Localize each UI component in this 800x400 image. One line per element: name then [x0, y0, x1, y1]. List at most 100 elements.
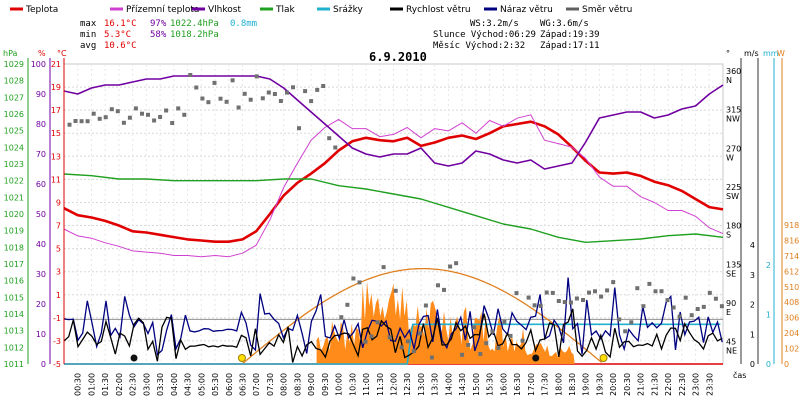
tick-label: SW: [726, 192, 739, 201]
wind-direction-point: [689, 313, 694, 318]
wind-direction-point: [224, 99, 229, 104]
wind-direction-point: [581, 298, 585, 302]
wind-direction-point: [478, 352, 483, 356]
wind-direction-point: [375, 320, 380, 325]
time-tick-label: 14:00: [444, 373, 453, 396]
tick-label: 360: [726, 67, 741, 76]
time-tick-label: 23:00: [692, 373, 701, 396]
axis-unit: °C: [57, 49, 67, 58]
wind-direction-point: [599, 294, 604, 299]
tick-label: SE: [726, 269, 736, 278]
wind-direction-point: [285, 90, 289, 95]
tick-label: 90: [36, 90, 46, 99]
axis-unit: W: [777, 49, 785, 58]
time-tick-label: 18:00: [554, 373, 563, 396]
time-tick-label: 02:30: [129, 373, 138, 396]
stat-value: WS:3.2m/s: [470, 19, 519, 29]
wind-direction-point: [442, 287, 446, 292]
wind-direction-point: [454, 261, 459, 266]
tick-label: 21: [51, 60, 61, 69]
wind-direction-point: [146, 112, 150, 117]
wind-direction-point: [484, 341, 489, 346]
wind-direction-point: [587, 290, 591, 295]
wind-direction-point: [405, 339, 410, 344]
tick-label: 1017: [4, 260, 24, 269]
tick-label: 30: [36, 270, 46, 279]
time-tick-label: 19:00: [582, 373, 591, 396]
time-tick-label: 13:30: [431, 373, 440, 396]
wind-direction-point: [73, 119, 78, 123]
tick-label: 1016: [4, 277, 24, 286]
tick-label: 1028: [4, 77, 24, 86]
time-tick-label: 11:00: [362, 373, 371, 396]
wind-direction-point: [399, 345, 404, 350]
tick-label: 10: [36, 330, 46, 339]
legend-label: Přízemní teplota: [126, 5, 199, 15]
wind-direction-point: [460, 352, 465, 357]
legend: Teplota Přízemní teplota Vlhkost Tlak Srážky…: [10, 5, 632, 15]
wind-direction-point: [85, 119, 90, 124]
wind-direction-point: [466, 342, 471, 347]
tick-label: N: [726, 76, 732, 85]
tick-label: 1025: [4, 127, 24, 136]
tick-label: 1020: [4, 210, 24, 219]
wind-direction-point: [97, 116, 102, 121]
tick-label: 816: [784, 236, 799, 245]
stat-value: 16.1°C: [104, 19, 137, 29]
tick-label: 100: [31, 60, 46, 69]
time-tick-label: 19:30: [595, 373, 604, 396]
series-line: [63, 75, 724, 170]
tick-label: 1: [56, 291, 61, 300]
wind-direction-point: [713, 296, 718, 301]
time-tick-label: 06:00: [225, 373, 234, 396]
legend-label: Směr větru: [582, 5, 632, 15]
wind-direction-point: [556, 299, 561, 303]
time-tick-label: 14:30: [458, 373, 467, 396]
tick-label: W: [726, 153, 734, 162]
wind-direction-point: [158, 115, 163, 119]
tick-label: 7: [56, 222, 61, 231]
wind-direction-point: [115, 109, 120, 114]
wind-direction-point: [278, 99, 283, 103]
time-tick-label: 15:00: [472, 373, 481, 396]
tick-label: 40: [36, 240, 46, 249]
wind-direction-point: [544, 290, 549, 295]
tick-label: 45: [726, 338, 736, 347]
tick-label: 19: [51, 83, 61, 92]
tick-label: 1014: [4, 310, 24, 319]
time-tick-label: 07:00: [252, 373, 261, 396]
wind-direction-point: [550, 290, 555, 295]
time-tick-label: 09:30: [321, 373, 330, 396]
tick-label: 1024: [4, 143, 24, 152]
wind-direction-point: [653, 289, 658, 294]
wind-direction-point: [526, 295, 531, 300]
tick-label: 3: [56, 268, 61, 277]
tick-label: 4: [750, 241, 755, 250]
sunset-marker: [599, 354, 608, 362]
wind-direction-point: [605, 288, 610, 293]
series-lines: [63, 75, 724, 365]
solar-area: [316, 281, 575, 364]
stat-value: 1018.2hPa: [170, 30, 219, 40]
axis-unit: mm: [763, 49, 779, 58]
stats-panel: max 16.1°C 97% 1022.4hPa 0.8mm min 5.3°C 58% 101…: [80, 19, 600, 51]
wind-direction-point: [496, 345, 501, 350]
stat-value: 10.6°C: [104, 41, 137, 51]
wind-direction-point: [617, 317, 622, 322]
wind-lines: [63, 277, 723, 363]
tick-label: S: [726, 231, 731, 240]
time-tick-label: 10:00: [335, 373, 344, 396]
tick-label: 180: [726, 222, 741, 231]
wind-direction-point: [170, 121, 175, 125]
time-tick-label: 18:30: [568, 373, 577, 396]
stat-value: min: [80, 30, 96, 40]
wind-direction-point: [297, 126, 301, 131]
wind-direction-point: [127, 115, 132, 120]
stat-value: 97%: [150, 19, 167, 29]
tick-label: 9: [56, 198, 61, 207]
wind-direction-point: [635, 286, 640, 291]
time-tick-label: 20:30: [623, 373, 632, 396]
wind-direction-point: [514, 291, 519, 296]
tick-label: 2: [750, 301, 755, 310]
tick-label: 102: [784, 345, 799, 354]
